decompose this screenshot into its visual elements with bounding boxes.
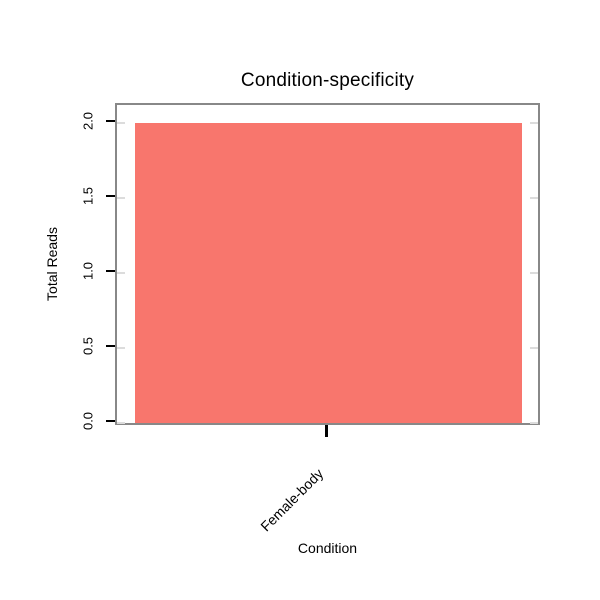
y-axis-tick xyxy=(106,120,115,122)
y-axis-tick xyxy=(106,345,115,347)
minor-grid-tick xyxy=(530,347,538,349)
y-axis-tick-label: 0.0 xyxy=(80,411,96,431)
bar-female-body xyxy=(135,123,522,423)
x-axis-label: Condition xyxy=(297,540,358,556)
chart-title: Condition-specificity xyxy=(240,70,415,91)
plot-area xyxy=(115,103,540,425)
y-axis-tick-label: 0.5 xyxy=(80,336,96,356)
y-axis-label: Total Reads xyxy=(44,227,60,301)
y-axis-tick-label: 1.5 xyxy=(80,186,96,206)
minor-grid-tick xyxy=(530,122,538,124)
minor-grid-tick xyxy=(530,197,538,199)
y-axis-tick xyxy=(106,420,115,422)
y-axis-tick-label: 2.0 xyxy=(80,111,96,131)
minor-grid-tick xyxy=(117,272,125,274)
y-axis-tick xyxy=(106,270,115,272)
minor-grid-tick xyxy=(117,347,125,349)
y-axis-tick-label: 1.0 xyxy=(80,261,96,281)
x-category-label: Female-body xyxy=(257,465,327,535)
minor-grid-tick xyxy=(530,422,538,424)
x-axis-tick xyxy=(325,425,328,437)
minor-grid-tick xyxy=(117,197,125,199)
minor-grid-tick xyxy=(117,122,125,124)
minor-grid-tick xyxy=(117,422,125,424)
y-axis-tick xyxy=(106,195,115,197)
minor-grid-tick xyxy=(530,272,538,274)
